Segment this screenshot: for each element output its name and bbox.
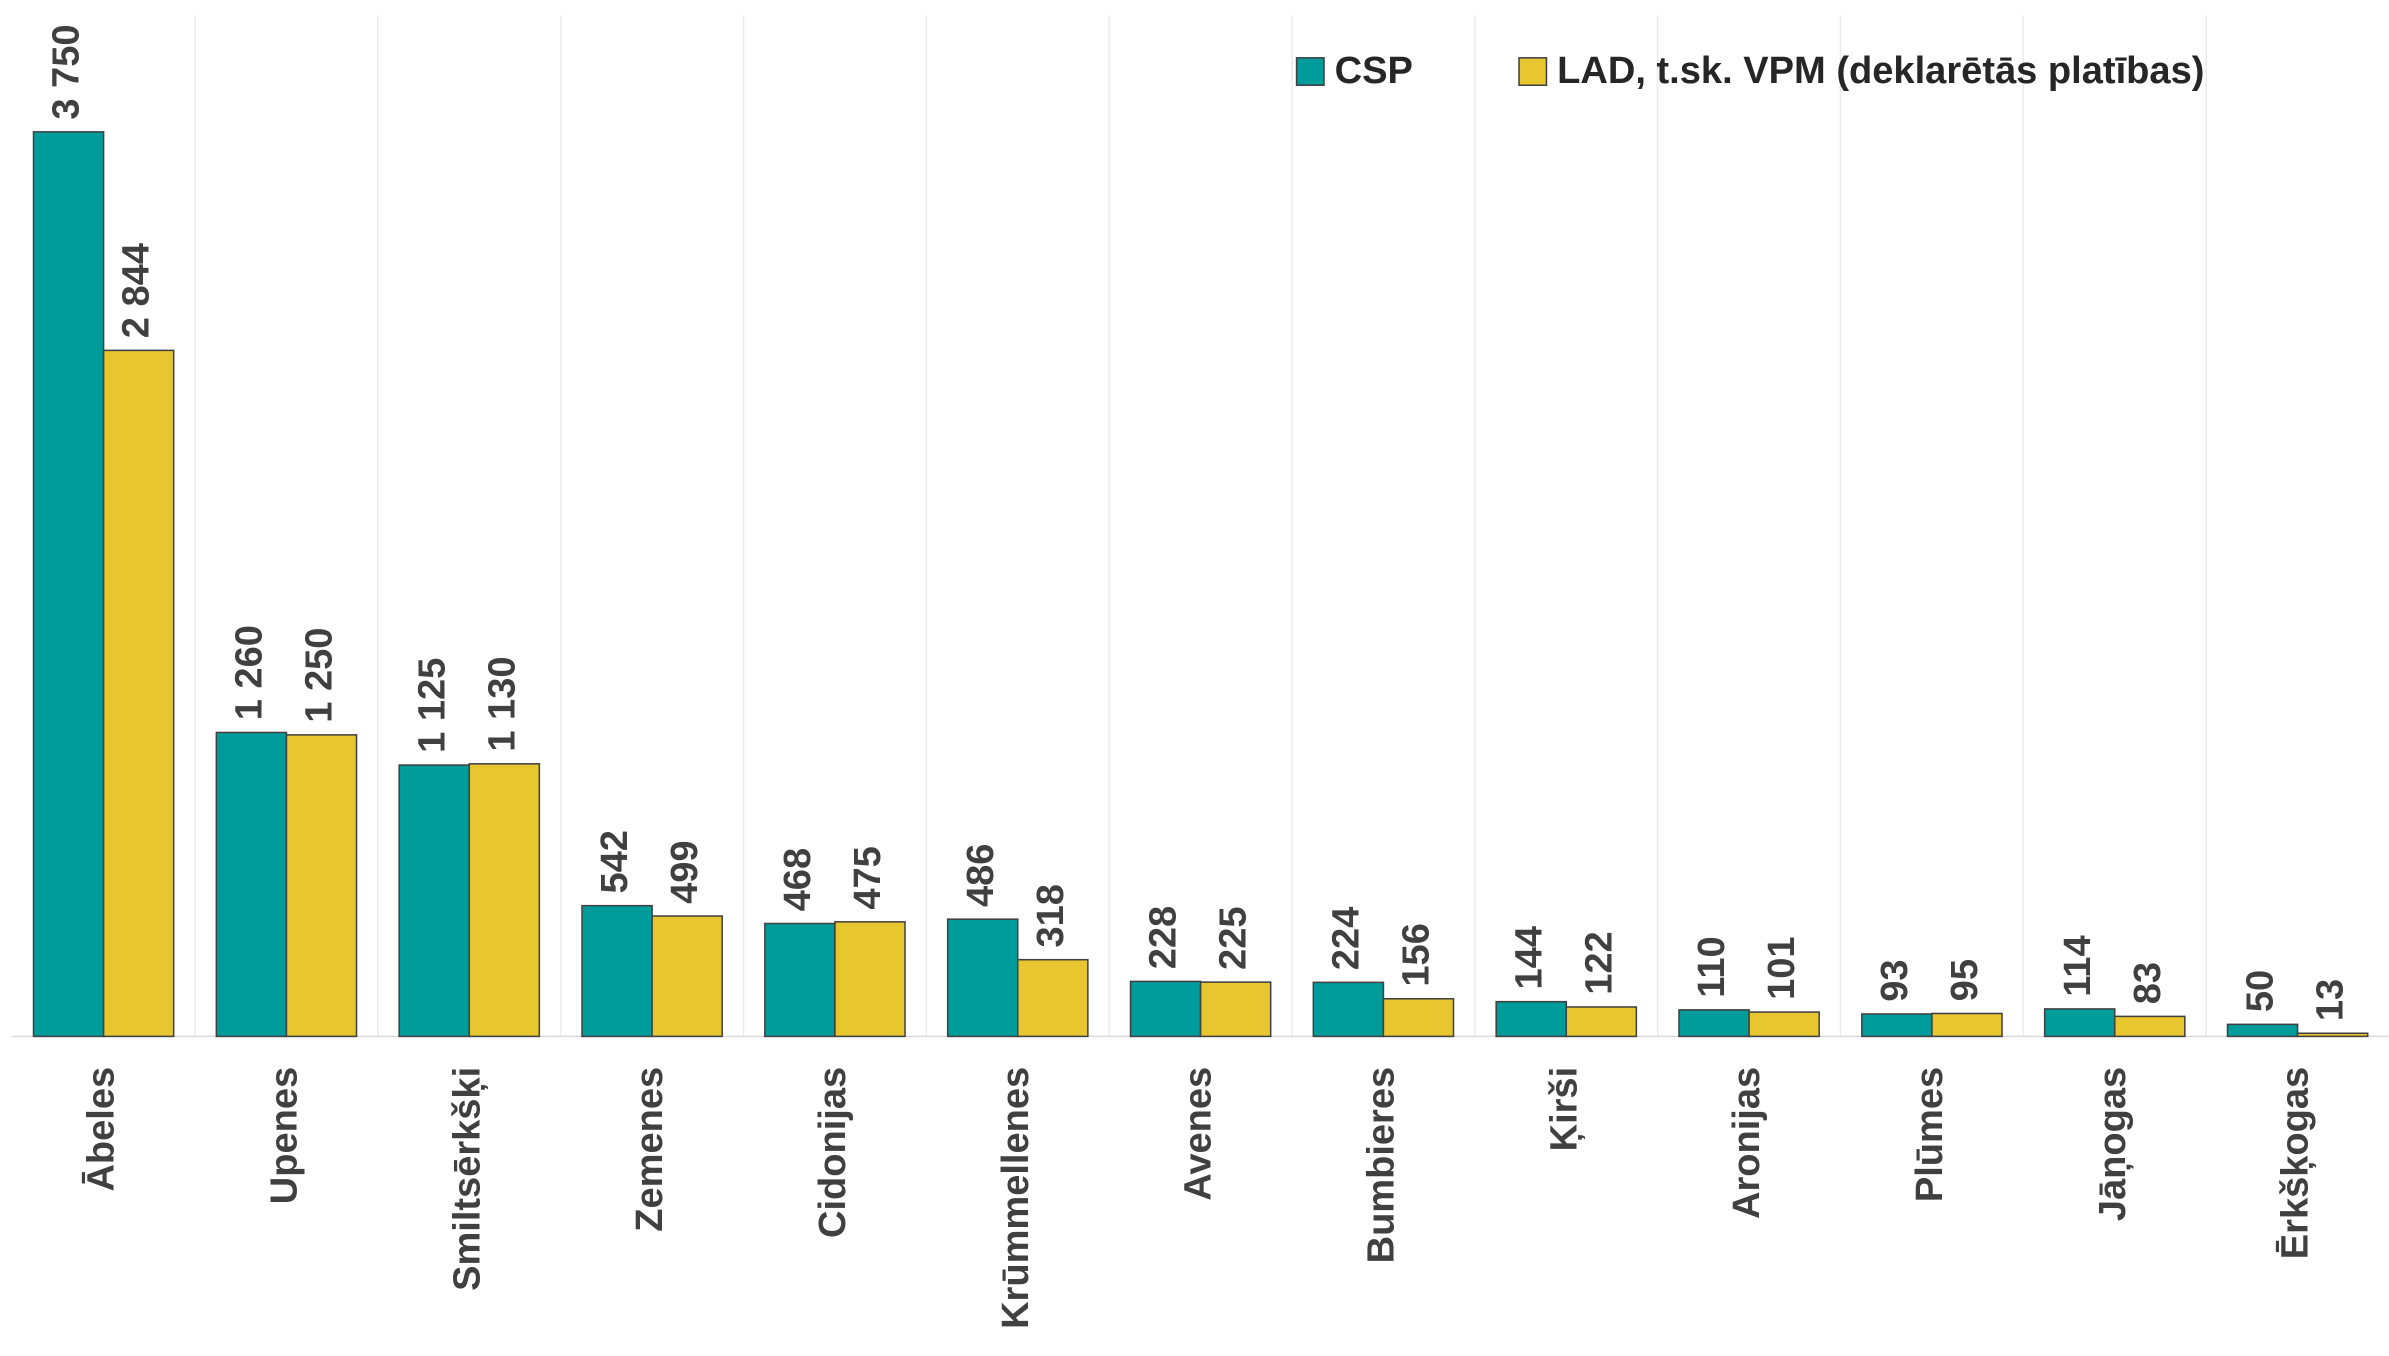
x-tick-label: Aronijas [1726,1067,1768,1219]
bar [1931,1012,2003,1038]
x-tick-label: Krūmmellenes [995,1067,1037,1329]
value-label: 156 [1396,923,1438,986]
bar [946,918,1019,1038]
value-label: 1 260 [228,625,270,720]
bar [1199,981,1272,1038]
bar [1565,1006,1638,1038]
x-tick-label: Jāņogas [2092,1067,2134,1221]
x-tick-label: Ābeles [81,1067,123,1192]
value-label: 95 [1944,959,1986,1001]
value-label: 224 [1325,907,1367,970]
legend-label: LAD, t.sk. VPM (deklarētās platības) [1557,50,2204,92]
bar [1495,1000,1568,1038]
legend-swatch [1295,57,1325,86]
legend-label: CSP [1335,50,1413,92]
bar [468,763,541,1038]
bar [215,731,288,1038]
legend-swatch [1518,57,1548,86]
value-label: 93 [1874,959,1916,1001]
value-label: 486 [960,844,1002,907]
value-label: 499 [664,840,706,903]
value-label: 110 [1691,936,1733,997]
value-label: 225 [1213,907,1255,970]
bar [285,734,358,1038]
bar [581,904,653,1038]
x-tick-label: Zemenes [629,1067,671,1232]
x-tick-label: Ķirši [1543,1067,1585,1152]
value-label: 114 [2057,935,2099,996]
value-label: 475 [847,846,889,909]
value-label: 228 [1143,906,1185,969]
bar [834,921,906,1038]
value-label: 3 750 [46,24,88,119]
value-label: 83 [2127,962,2169,1004]
value-label: 468 [777,848,819,911]
bar [102,349,175,1038]
x-tick-label: Cidonijas [812,1067,854,1238]
x-tick-label: Plūmes [1909,1067,1951,1202]
bar [1861,1013,1933,1038]
x-tick-label: Smiltsērkšķi [446,1067,488,1291]
x-tick-label: Ērkšķogas [2275,1067,2317,1259]
x-tick-label: Upenes [263,1067,305,1204]
x-tick-label: Avenes [1178,1067,1220,1201]
bar [398,764,471,1038]
bar [1678,1009,1750,1038]
bar [32,131,105,1038]
value-label: 13 [2310,979,2352,1021]
bar [1312,981,1385,1038]
bar [2113,1015,2186,1038]
bar [2043,1008,2116,1038]
value-label: 1 130 [481,656,523,751]
bar [651,915,723,1038]
x-tick-label: Bumbieres [1360,1067,1402,1264]
bar [764,922,836,1038]
bar [2296,1032,2369,1038]
bar [1129,980,1202,1038]
value-label: 2 844 [116,243,158,338]
value-label: 101 [1761,936,1803,999]
value-label: 318 [1030,884,1072,947]
bar [1017,958,1089,1038]
value-label: 1 125 [411,658,453,753]
bar [1382,998,1455,1038]
value-label: 144 [1508,926,1550,989]
value-label: 1 250 [299,628,341,723]
value-label: 542 [594,830,636,893]
bar [2226,1023,2299,1038]
value-label: 50 [2240,970,2282,1012]
value-label: 122 [1578,931,1620,994]
bar [1748,1011,1820,1038]
